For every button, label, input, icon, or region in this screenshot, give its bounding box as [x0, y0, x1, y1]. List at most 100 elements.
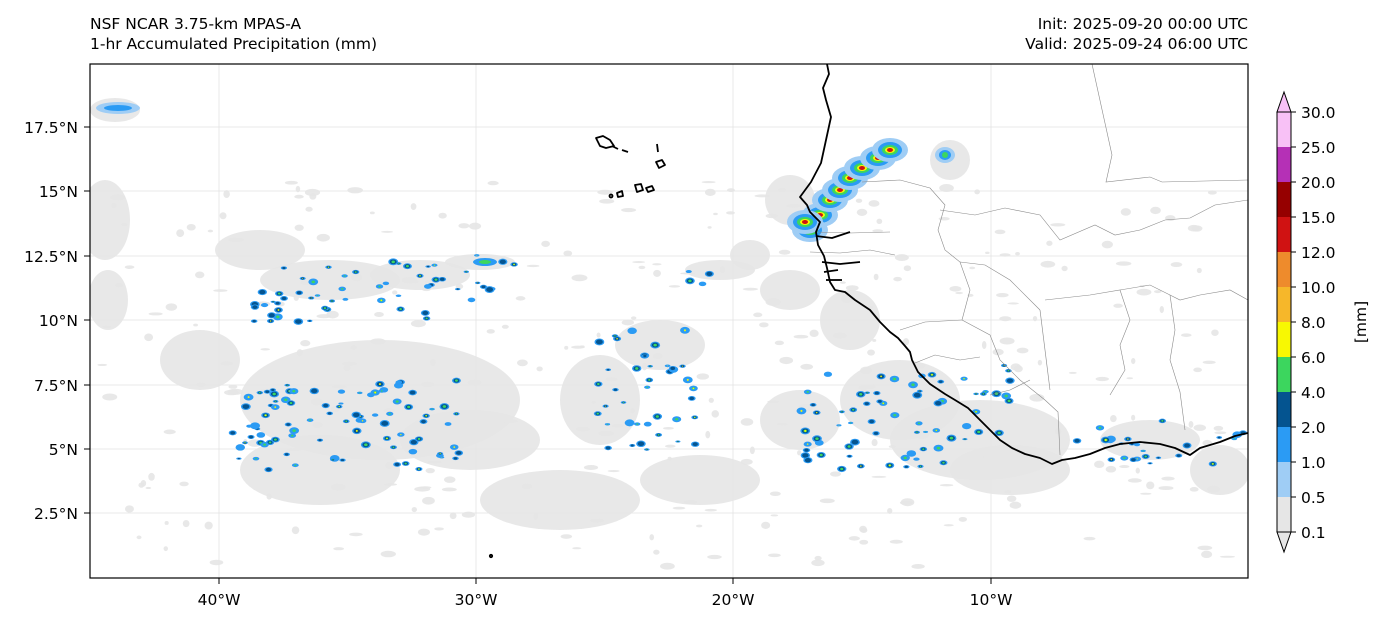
- precip-cell: [860, 366, 873, 375]
- colorbar-unit-label: [mm]: [1352, 301, 1370, 343]
- precip-cell: [383, 383, 396, 390]
- precip-cell: [646, 448, 648, 450]
- precip-cell: [419, 275, 421, 277]
- map-frame: [89, 63, 1249, 579]
- precip-cell: [425, 468, 435, 474]
- precip-cell: [378, 285, 381, 288]
- precip-cell: [680, 272, 695, 275]
- precip-cell: [310, 297, 312, 299]
- precip-cell: [1211, 329, 1219, 336]
- precip-cell: [308, 320, 311, 322]
- precip-cell: [668, 285, 681, 288]
- precip-cell: [847, 445, 851, 448]
- precip-cell: [873, 273, 879, 281]
- precip-cell: [431, 408, 433, 410]
- precip-cell: [265, 390, 270, 394]
- precip-cell: [815, 437, 819, 441]
- precip-cell: [841, 411, 843, 413]
- colorbar-tick-label: 0.5: [1301, 489, 1326, 507]
- precip-cell: [164, 520, 169, 525]
- precip-cell: [877, 400, 882, 403]
- precip-cell: [685, 269, 692, 274]
- precip-cell: [421, 381, 434, 388]
- colorbar: [1276, 90, 1296, 554]
- precip-cell: [1135, 467, 1140, 474]
- precip-cell: [950, 445, 1070, 495]
- precip-cell: [513, 263, 515, 266]
- precip-cell: [330, 483, 346, 491]
- precipitation-field: [90, 98, 1248, 570]
- precip-cell: [1054, 428, 1062, 435]
- precip-cell: [275, 301, 280, 305]
- precip-cell: [599, 199, 615, 204]
- precip-cell: [300, 340, 311, 347]
- precip-cell: [1003, 364, 1005, 366]
- precip-cell: [1007, 370, 1010, 372]
- precip-cell: [163, 546, 168, 552]
- precip-cell: [982, 393, 985, 395]
- precip-cell: [605, 446, 611, 450]
- precip-cell: [627, 327, 637, 335]
- precip-cell: [859, 539, 869, 545]
- precip-cell: [786, 204, 802, 208]
- precip-cell: [417, 437, 421, 441]
- precip-cell: [911, 564, 925, 569]
- precip-cell: [804, 448, 809, 452]
- precip-cell: [481, 285, 486, 289]
- precip-cell: [477, 282, 479, 284]
- precip-cell: [526, 264, 540, 268]
- precip-cell: [859, 166, 865, 170]
- precip-cell: [1131, 414, 1136, 421]
- precip-cell: [596, 412, 599, 415]
- precip-cell: [860, 465, 862, 467]
- precip-cell: [829, 471, 842, 477]
- precip-cell: [292, 389, 296, 393]
- precip-cell: [209, 559, 224, 566]
- precip-cell: [102, 393, 118, 401]
- precip-cell: [1007, 302, 1019, 305]
- precip-cell: [291, 434, 294, 437]
- precip-cell: [688, 279, 692, 283]
- precip-cell: [760, 390, 840, 450]
- precip-cell: [124, 505, 134, 513]
- precip-cell: [840, 467, 844, 471]
- precip-cell: [380, 299, 383, 302]
- precip-cell: [1154, 290, 1162, 294]
- precip-cell: [426, 265, 430, 268]
- precip-cell: [852, 408, 855, 411]
- precip-cell: [259, 289, 266, 295]
- precip-cell: [1029, 393, 1045, 402]
- precip-cell: [916, 431, 918, 433]
- precip-cell: [338, 406, 340, 408]
- precip-cell: [1101, 240, 1113, 249]
- precip-cell: [888, 445, 896, 448]
- precip-cell: [903, 265, 912, 272]
- precip-cell: [237, 457, 240, 460]
- precip-cell: [454, 379, 458, 382]
- precip-cell: [851, 439, 859, 445]
- precip-cell: [1142, 450, 1144, 452]
- precip-cell: [793, 334, 809, 339]
- precip-cell: [1007, 399, 1011, 403]
- precip-cell: [707, 554, 722, 560]
- precip-cell: [284, 180, 298, 185]
- precip-cell: [391, 260, 395, 264]
- precip-cell: [302, 277, 304, 279]
- colorbar-swatch: [1277, 497, 1291, 532]
- precip-cell: [1037, 359, 1043, 366]
- precip-cell: [1159, 305, 1164, 314]
- precip-cell: [374, 312, 384, 317]
- precip-cell: [777, 188, 787, 193]
- precip-cell: [296, 291, 302, 295]
- precip-cell: [380, 390, 383, 392]
- precip-cell: [622, 401, 625, 403]
- precip-cell: [124, 265, 135, 269]
- precip-cell: [1219, 555, 1236, 558]
- precip-cell: [223, 190, 230, 198]
- precip-cell: [904, 465, 909, 468]
- precip-cell: [228, 384, 238, 389]
- precip-cell: [121, 223, 128, 227]
- precip-cell: [1046, 240, 1053, 246]
- precip-cell: [281, 296, 287, 301]
- precip-cell: [779, 356, 794, 365]
